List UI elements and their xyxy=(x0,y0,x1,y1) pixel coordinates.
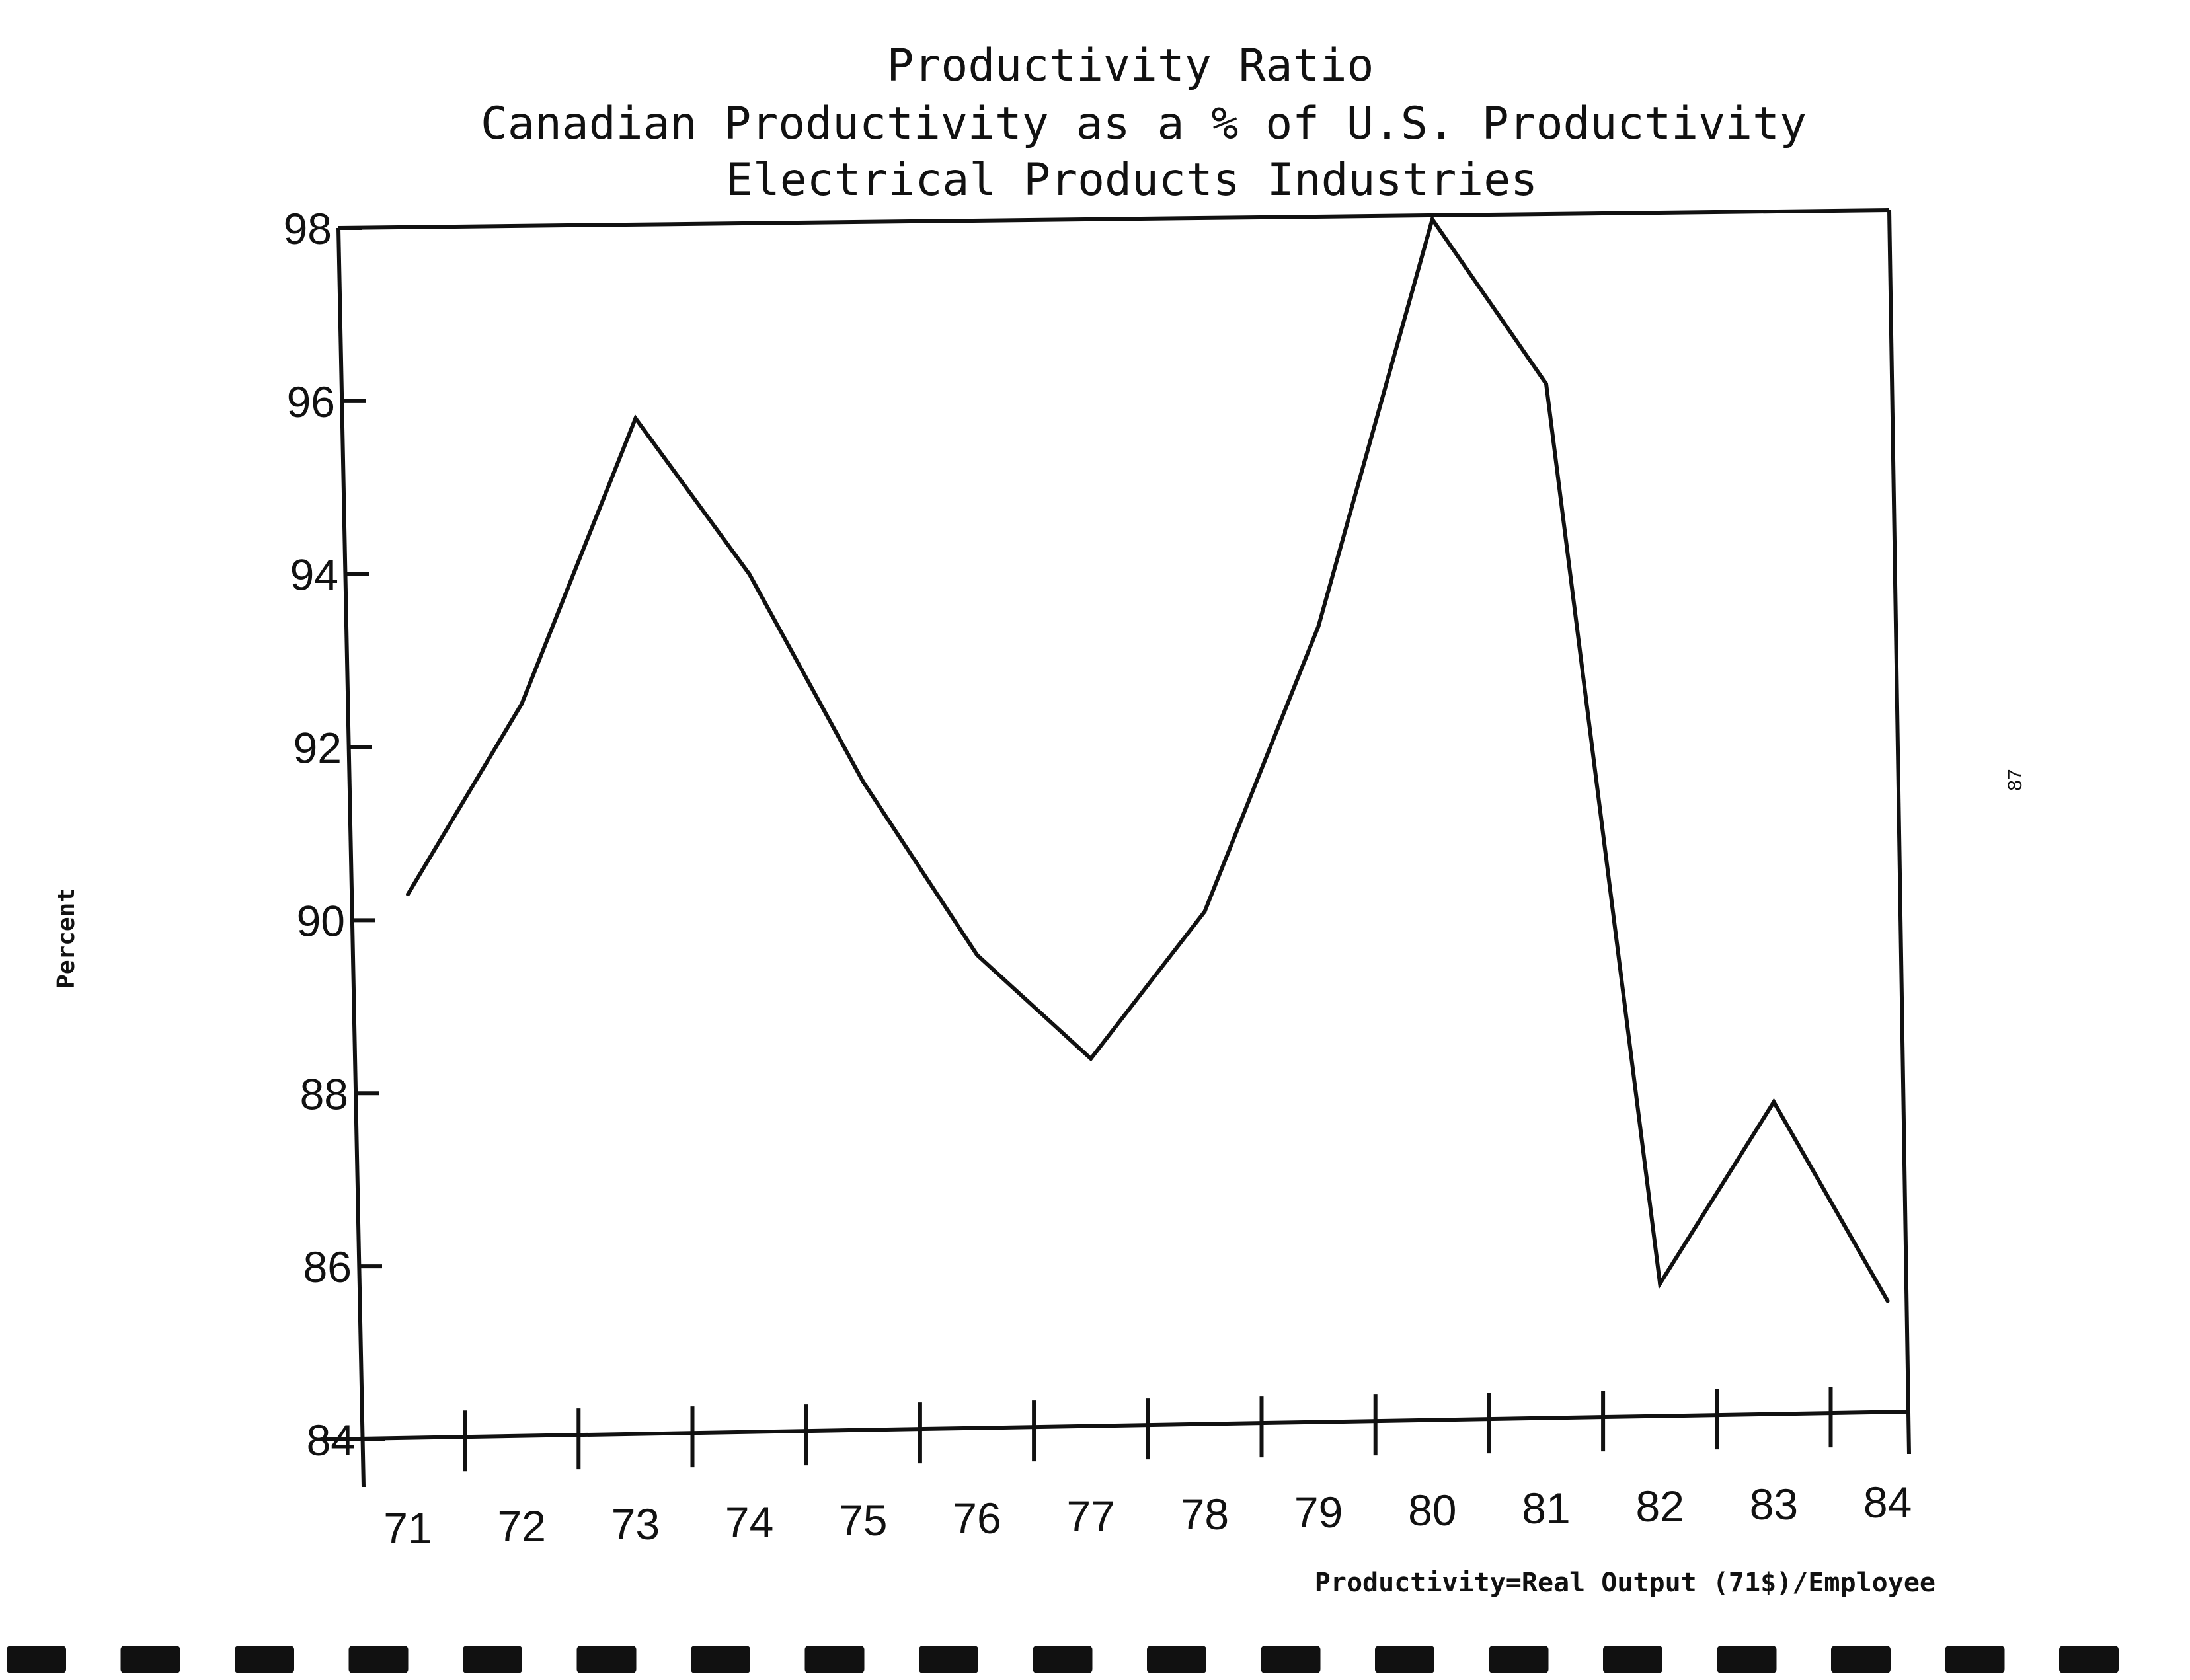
x-tick-label: 81 xyxy=(1522,1484,1570,1533)
y-tick-label: 96 xyxy=(287,377,335,426)
y-tick-label: 94 xyxy=(290,551,338,599)
data-point xyxy=(406,892,410,897)
edge-dash xyxy=(7,1646,66,1673)
x-tick-label: 75 xyxy=(839,1496,887,1545)
edge-dash xyxy=(1147,1646,1206,1673)
x-tick-label: 79 xyxy=(1294,1488,1343,1537)
plot-right-border xyxy=(1887,210,1911,1455)
x-tick-label: 73 xyxy=(611,1500,660,1548)
edge-dash xyxy=(235,1646,294,1673)
data-point xyxy=(1885,1299,1890,1303)
page-number: 87 xyxy=(2004,769,2026,790)
x-tick-label: 76 xyxy=(953,1494,1001,1543)
x-ticks: 71 72 73 74 75 76 77 78 79 80 81 82 83 84 xyxy=(383,1387,1912,1552)
data-point xyxy=(1089,1056,1093,1061)
edge-dash xyxy=(691,1646,750,1673)
data-point xyxy=(975,952,979,957)
data-point xyxy=(1772,1100,1776,1104)
edge-dash xyxy=(1489,1646,1549,1673)
y-ticks: 84 86 88 90 92 94 96 98 xyxy=(284,204,385,1465)
series-line xyxy=(406,214,1890,1302)
y-axis-label: Percent xyxy=(53,888,80,989)
chart-subtitle-line-2: Electrical Products Industries xyxy=(726,154,1538,206)
x-tick-label: 74 xyxy=(725,1498,773,1546)
chart-title: Productivity Ratio xyxy=(887,40,1374,92)
edge-dash xyxy=(120,1646,180,1673)
x-axis-label: Productivity=Real Output (71$)/Employee xyxy=(1315,1568,1936,1598)
data-point xyxy=(1658,1281,1662,1286)
edge-dash xyxy=(1945,1646,2005,1673)
x-tick-label: 82 xyxy=(1635,1482,1684,1531)
data-point xyxy=(747,572,752,576)
edge-dash xyxy=(1603,1646,1662,1673)
x-axis-line xyxy=(320,1410,1910,1441)
edge-dash xyxy=(463,1646,522,1673)
plot-frame xyxy=(320,208,1911,1488)
x-tick-label: 83 xyxy=(1750,1480,1798,1529)
y-tick-label: 98 xyxy=(284,204,332,253)
x-tick-label: 71 xyxy=(383,1504,432,1552)
edge-dash xyxy=(804,1646,865,1673)
x-tick-label: 80 xyxy=(1408,1486,1456,1535)
x-tick-label: 78 xyxy=(1181,1490,1229,1539)
y-tick-label: 90 xyxy=(297,896,345,945)
y-tick-label: 88 xyxy=(300,1069,348,1118)
edge-dash xyxy=(576,1646,637,1673)
data-point xyxy=(1202,909,1207,914)
edge-dash xyxy=(1033,1646,1093,1673)
edge-dash xyxy=(1717,1646,1777,1673)
data-point xyxy=(1316,624,1321,629)
x-tick-label: 77 xyxy=(1066,1492,1115,1541)
edge-dash xyxy=(1831,1646,1891,1673)
edge-dash xyxy=(919,1646,978,1673)
edge-dash xyxy=(2059,1646,2119,1673)
data-point xyxy=(520,702,524,706)
edge-dash xyxy=(348,1646,409,1673)
chart-subtitle-line-1: Canadian Productivity as a % of U.S. Pro… xyxy=(481,98,1807,150)
bottom-dash-strip xyxy=(7,1646,2119,1673)
chart-titles: Productivity Ratio Canadian Productivity… xyxy=(481,40,1807,206)
data-point xyxy=(633,416,638,421)
series-group xyxy=(406,214,1890,1303)
data-point xyxy=(1544,381,1548,386)
y-axis-line xyxy=(336,227,366,1488)
edge-dash xyxy=(1375,1646,1434,1673)
edge-dash xyxy=(1261,1646,1321,1673)
y-tick-label: 84 xyxy=(307,1416,355,1465)
data-point xyxy=(861,779,865,784)
x-tick-label: 72 xyxy=(497,1502,545,1550)
plot-top-border xyxy=(338,208,1890,230)
x-tick-label: 84 xyxy=(1863,1478,1912,1527)
data-point xyxy=(1430,217,1434,221)
y-tick-label: 86 xyxy=(303,1242,352,1291)
y-tick-label: 92 xyxy=(293,724,342,773)
